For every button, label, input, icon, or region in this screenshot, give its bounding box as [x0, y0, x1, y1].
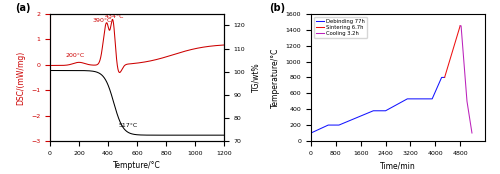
X-axis label: Tempture/°C: Tempture/°C	[113, 161, 161, 170]
Cooling 3.2h	[462, 80, 468, 82]
Sintering 6.7h	[451, 46, 457, 48]
Text: 517°C: 517°C	[118, 123, 138, 128]
Y-axis label: Temperature/°C: Temperature/°C	[271, 47, 280, 108]
X-axis label: Time/min: Time/min	[380, 161, 416, 170]
Cooling 3.2h	[468, 129, 474, 132]
Text: 200°C: 200°C	[65, 53, 84, 58]
Sintering 6.7h	[445, 64, 451, 66]
Text: 434°C: 434°C	[105, 14, 124, 19]
Line: Cooling 3.2h: Cooling 3.2h	[460, 26, 472, 133]
Debinding 77h	[346, 120, 352, 122]
Line: Debinding 77h: Debinding 77h	[311, 77, 444, 133]
Debinding 77h	[350, 118, 356, 120]
Cooling 3.2h	[469, 132, 475, 134]
Sintering 6.7h	[450, 50, 456, 52]
Sintering 6.7h	[456, 29, 462, 31]
Sintering 6.7h	[444, 66, 450, 69]
Cooling 3.2h	[457, 25, 463, 27]
Text: 390°C: 390°C	[92, 18, 112, 23]
Debinding 77h	[438, 76, 444, 78]
Debinding 77h	[426, 98, 432, 100]
Legend: Debinding 77h, Sintering 6.7h, Cooling 3.2h: Debinding 77h, Sintering 6.7h, Cooling 3…	[314, 17, 367, 38]
Y-axis label: TG/wt%: TG/wt%	[251, 63, 260, 92]
Debinding 77h	[321, 126, 327, 128]
Cooling 3.2h	[460, 53, 466, 55]
Sintering 6.7h	[442, 76, 448, 78]
Debinding 77h	[312, 130, 318, 132]
Cooling 3.2h	[462, 76, 468, 78]
Sintering 6.7h	[457, 25, 463, 27]
Cooling 3.2h	[465, 106, 471, 108]
Line: Sintering 6.7h: Sintering 6.7h	[444, 26, 460, 77]
Text: (b): (b)	[269, 3, 285, 13]
Debinding 77h	[398, 102, 404, 104]
Cooling 3.2h	[468, 126, 474, 128]
Text: (a): (a)	[15, 3, 30, 13]
Y-axis label: DSC/(mW/mg): DSC/(mW/mg)	[16, 50, 26, 105]
Debinding 77h	[442, 76, 448, 78]
Debinding 77h	[308, 132, 314, 134]
Sintering 6.7h	[456, 27, 462, 29]
